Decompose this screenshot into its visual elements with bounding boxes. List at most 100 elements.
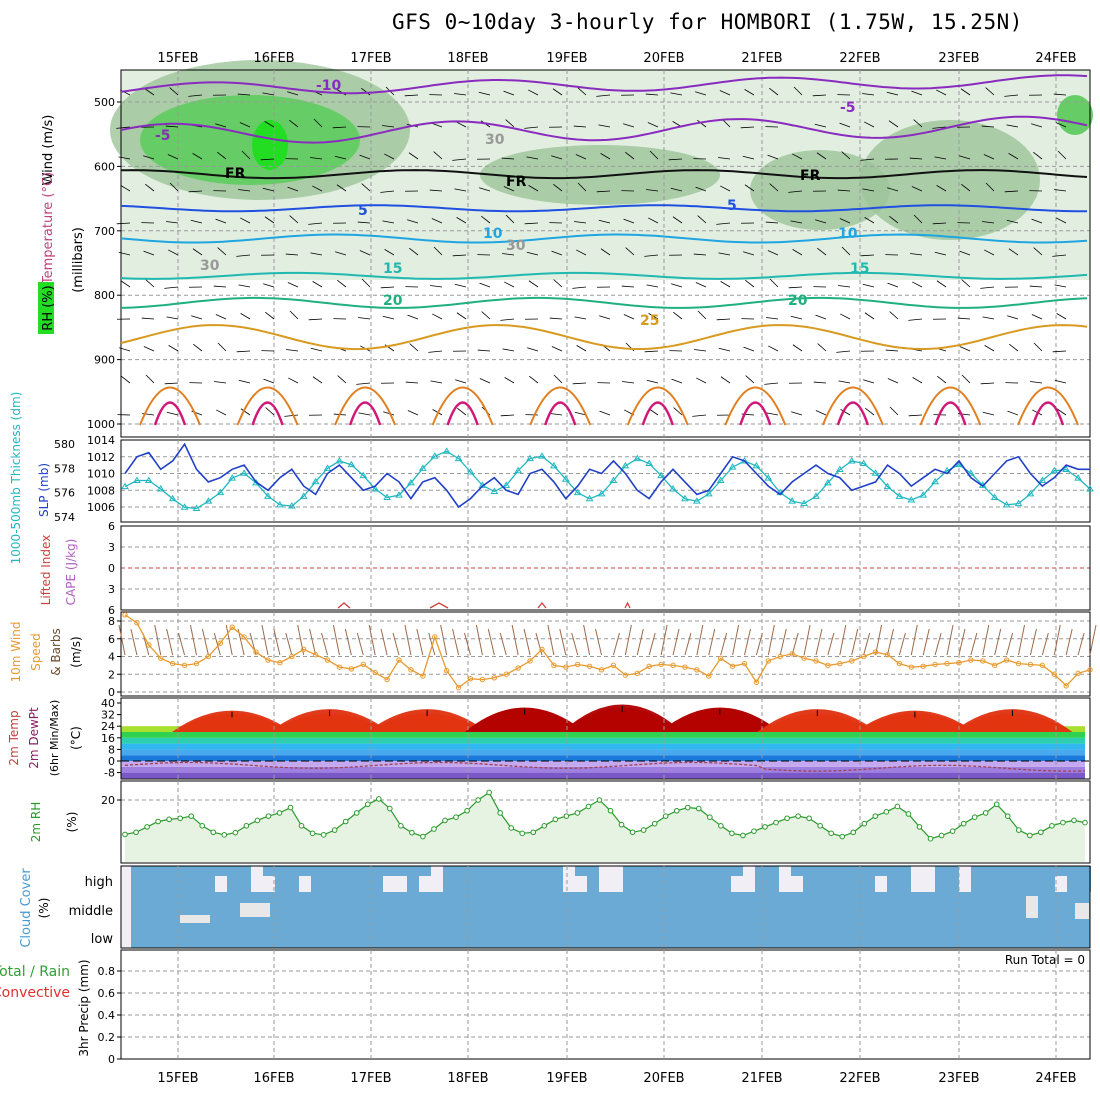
rh-axis-label: RH (%) bbox=[41, 285, 56, 330]
wind-speed-point bbox=[860, 653, 867, 660]
rh-green-blob bbox=[140, 95, 360, 185]
wind-barb bbox=[961, 279, 971, 288]
thickness-point bbox=[311, 477, 320, 485]
rh-point bbox=[420, 833, 426, 840]
thickness-point bbox=[1062, 465, 1071, 473]
date-label-bottom: 22FEB bbox=[839, 1071, 880, 1086]
wind-barb bbox=[1007, 410, 1019, 416]
wind-barb bbox=[600, 153, 611, 160]
wind-barb bbox=[241, 150, 251, 160]
rh-point bbox=[309, 830, 316, 837]
wind-barb bbox=[1031, 123, 1043, 128]
wind-barb bbox=[864, 121, 875, 128]
thickness-point bbox=[299, 492, 308, 499]
wind-speed-point bbox=[670, 662, 676, 669]
wind-speed-point bbox=[598, 667, 605, 673]
wind-barb bbox=[1008, 153, 1019, 160]
wind-barb bbox=[812, 94, 827, 97]
wind-barb bbox=[982, 624, 990, 656]
wind-speed-point bbox=[1039, 662, 1046, 669]
rh-point bbox=[762, 824, 768, 830]
wind-barb bbox=[213, 632, 221, 656]
warm-contour bbox=[821, 386, 884, 426]
wind-speed-point bbox=[289, 653, 295, 660]
wind-barb bbox=[768, 345, 779, 352]
cloud-high-bar bbox=[299, 866, 311, 876]
slp-axis-label: SLP (mb) bbox=[37, 463, 51, 517]
wind-barb bbox=[1007, 315, 1019, 320]
wind-barb bbox=[120, 185, 131, 192]
cloud-high-bar bbox=[383, 866, 395, 876]
thickness-point bbox=[847, 457, 856, 464]
wind-speed-point bbox=[217, 640, 224, 646]
thickness-point bbox=[168, 494, 177, 502]
wind-barb bbox=[694, 349, 707, 352]
wind-barb bbox=[598, 219, 611, 224]
rh-point bbox=[960, 820, 967, 827]
temp-dome bbox=[659, 707, 780, 732]
rh-point bbox=[331, 827, 338, 833]
wind-speed-point bbox=[801, 655, 807, 661]
wind-barb bbox=[273, 628, 281, 656]
wind-barb bbox=[549, 317, 563, 320]
wind-barb bbox=[817, 247, 827, 256]
wind-barb bbox=[285, 632, 293, 656]
date-label-bottom: 23FEB bbox=[938, 1071, 979, 1086]
wind-barb bbox=[912, 281, 923, 288]
wind-barb bbox=[166, 411, 179, 416]
rh-point bbox=[927, 835, 934, 842]
temp-band bbox=[121, 737, 1085, 744]
rh-point bbox=[1049, 823, 1055, 829]
wind-barb bbox=[407, 410, 419, 416]
cloud-high-bar bbox=[275, 866, 287, 892]
wind-barb bbox=[404, 624, 412, 656]
thickness-point bbox=[156, 485, 165, 492]
thickness-point bbox=[490, 487, 499, 494]
wind-barb bbox=[625, 247, 635, 256]
rh-point bbox=[938, 832, 945, 839]
rh-point bbox=[607, 807, 614, 814]
wind-barb bbox=[201, 628, 209, 656]
wind-barb bbox=[169, 87, 179, 96]
wind-barb bbox=[744, 184, 755, 192]
isotherm-line bbox=[120, 204, 1088, 213]
wind-barb bbox=[839, 624, 847, 656]
thickness-point bbox=[716, 476, 725, 483]
wind-barb bbox=[1054, 284, 1067, 288]
wind-barb bbox=[788, 286, 803, 289]
temp2m-label-1: 2m Temp bbox=[7, 710, 21, 765]
wind-barb bbox=[959, 346, 971, 352]
wind-barb bbox=[262, 92, 275, 96]
cloud-high-bar bbox=[347, 866, 359, 892]
thickness-point bbox=[788, 497, 797, 504]
isotherm-label: FR bbox=[800, 168, 821, 184]
wind-barb bbox=[144, 88, 155, 96]
wind-barb bbox=[553, 279, 563, 288]
thickness-point bbox=[1074, 474, 1082, 481]
wind-speed-point bbox=[146, 642, 152, 648]
rh-point bbox=[1071, 817, 1077, 824]
rh-point bbox=[673, 807, 680, 814]
rh-point bbox=[254, 817, 261, 824]
wind-barb bbox=[841, 246, 851, 256]
wind-barb bbox=[673, 311, 683, 320]
wind-speed-point bbox=[551, 662, 557, 669]
wind-barb bbox=[524, 222, 539, 225]
temp-tick-label: 8 bbox=[108, 743, 115, 756]
wind-barb bbox=[980, 382, 995, 385]
wind-barb bbox=[380, 286, 395, 289]
wind-barb bbox=[769, 87, 779, 96]
wind-barb bbox=[409, 247, 419, 256]
rh-point bbox=[442, 817, 448, 824]
thickness-point bbox=[931, 477, 940, 485]
wind-barb bbox=[576, 249, 587, 256]
thickness-point bbox=[752, 461, 761, 469]
rh-point bbox=[773, 819, 779, 826]
wind-speed-point bbox=[277, 660, 283, 666]
hot-contour bbox=[641, 401, 674, 426]
wind-barb bbox=[860, 158, 875, 161]
wind-barb bbox=[598, 124, 611, 128]
wind-barb bbox=[936, 185, 947, 192]
wind-barb bbox=[908, 318, 923, 321]
thickness-axis-label: 1000-500mb Thickness (dm) bbox=[9, 392, 23, 565]
